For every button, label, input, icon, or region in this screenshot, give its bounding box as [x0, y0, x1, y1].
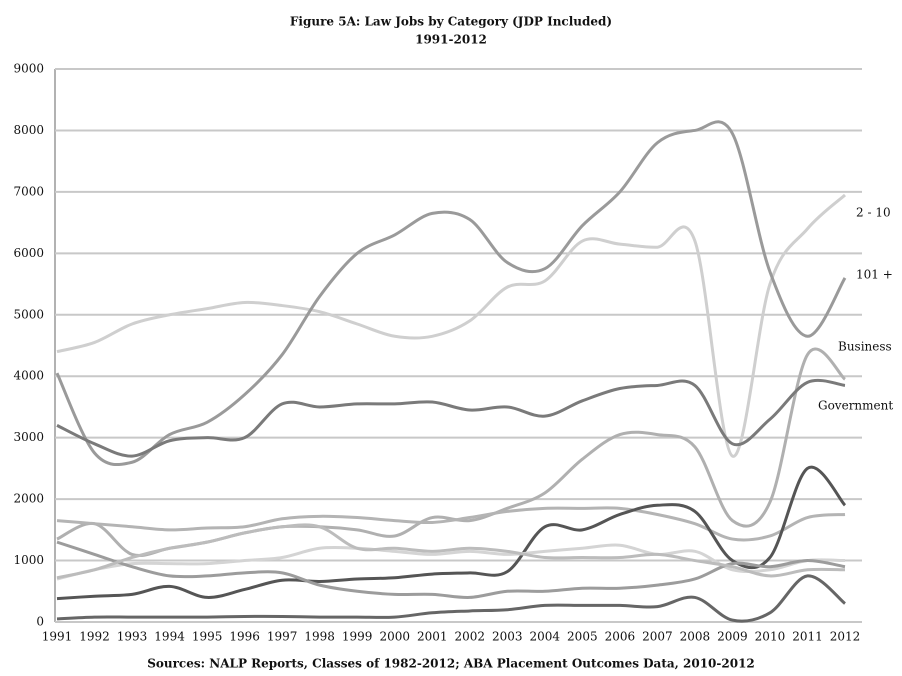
- series-line: [56, 465, 847, 601]
- y-tick-label: 7000: [13, 184, 44, 198]
- x-tick-label: 1999: [342, 630, 373, 644]
- series-label: Business: [838, 340, 892, 354]
- series-label: 101 +: [856, 268, 893, 282]
- x-tick-label: 2000: [379, 630, 410, 644]
- x-tick-label: 1992: [79, 630, 110, 644]
- series-label: Government: [818, 399, 893, 413]
- y-tick-label: 0: [36, 615, 44, 629]
- series-line: [56, 540, 846, 599]
- series-line: [56, 506, 846, 542]
- series-line: [56, 378, 846, 458]
- series-line: [56, 523, 846, 580]
- x-tick-label: 2006: [605, 630, 636, 644]
- series-line: [56, 193, 847, 458]
- x-tick-label: 2001: [417, 630, 448, 644]
- series-line: [56, 543, 846, 581]
- x-tick-label: 1996: [229, 630, 260, 644]
- x-tick-label: 1995: [192, 630, 223, 644]
- y-tick-label: 4000: [13, 369, 44, 383]
- x-tick-label: 2005: [567, 630, 598, 644]
- x-tick-label: 1991: [42, 630, 73, 644]
- x-tick-label: 1998: [304, 630, 335, 644]
- y-tick-label: 8000: [13, 123, 44, 137]
- y-tick-label: 2000: [13, 492, 44, 506]
- series-line: [56, 574, 846, 623]
- chart-subtitle: 1991-2012: [415, 33, 487, 47]
- x-tick-label: 2008: [680, 630, 711, 644]
- y-tick-label: 6000: [13, 246, 44, 260]
- series-label: 2 - 10: [856, 206, 891, 220]
- source-note: Sources: NALP Reports, Classes of 1982-2…: [147, 657, 755, 671]
- x-tick-label: 1997: [267, 630, 298, 644]
- series-line: [56, 347, 847, 557]
- x-tick-label: 2007: [642, 630, 673, 644]
- x-tick-label: 1994: [154, 630, 185, 644]
- series-line: [55, 120, 847, 467]
- x-tick-label: 2003: [492, 630, 523, 644]
- y-tick-label: 1000: [13, 553, 44, 567]
- x-tick-label: 2010: [755, 630, 786, 644]
- x-tick-label: 2012: [830, 630, 861, 644]
- x-tick-label: 1993: [117, 630, 148, 644]
- y-tick-label: 3000: [13, 430, 44, 444]
- x-tick-label: 2009: [717, 630, 748, 644]
- y-tick-label: 5000: [13, 307, 44, 321]
- chart-title: Figure 5A: Law Jobs by Category (JDP Inc…: [290, 15, 612, 29]
- x-tick-label: 2011: [792, 630, 823, 644]
- x-tick-label: 2004: [530, 630, 561, 644]
- y-tick-label: 9000: [13, 62, 44, 76]
- x-tick-label: 2002: [454, 630, 485, 644]
